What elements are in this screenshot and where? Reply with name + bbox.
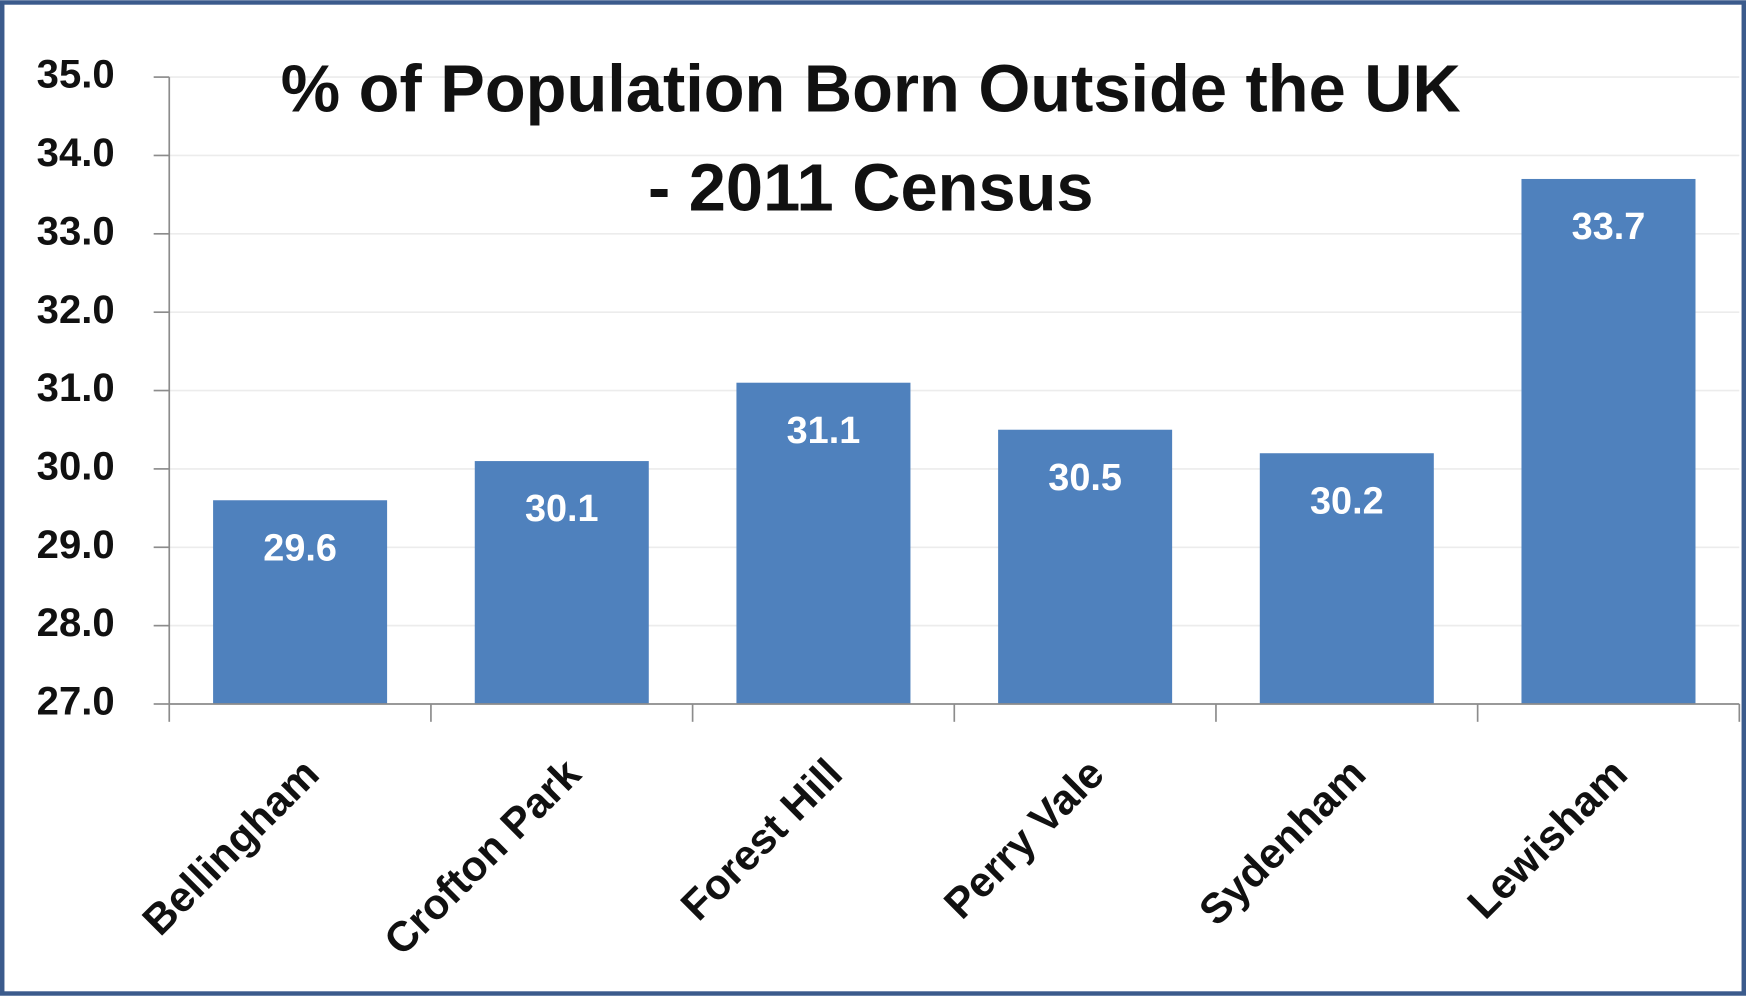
y-tick-label: 27.0: [37, 680, 115, 724]
data-label: 30.5: [1048, 457, 1122, 499]
bar: [474, 461, 649, 705]
y-tick-label: 28.0: [37, 601, 115, 645]
data-label: 29.6: [263, 527, 337, 569]
y-tick-label: 33.0: [37, 209, 115, 253]
chart-title: - 2011 Census: [648, 152, 1094, 226]
y-tick-label: 31.0: [37, 366, 115, 410]
data-label: 33.7: [1572, 206, 1646, 248]
y-tick-label: 29.0: [37, 523, 115, 567]
data-label: 30.1: [525, 488, 599, 530]
chart-title: % of Population Born Outside the UK: [281, 52, 1461, 126]
bar: [1521, 178, 1696, 705]
y-tick-label: 34.0: [37, 131, 115, 175]
data-label: 30.2: [1310, 480, 1384, 522]
bar: [736, 382, 911, 705]
bar: [1259, 453, 1434, 705]
y-tick-label: 35.0: [37, 53, 115, 97]
bars: 29.6 30.1 31.1 30.5 30.2 33.7: [213, 178, 1696, 705]
y-tick-label: 32.0: [37, 288, 115, 332]
y-tick-label: 30.0: [37, 445, 115, 489]
bar: [998, 429, 1173, 705]
data-label: 31.1: [787, 410, 861, 452]
bar: [213, 500, 388, 705]
